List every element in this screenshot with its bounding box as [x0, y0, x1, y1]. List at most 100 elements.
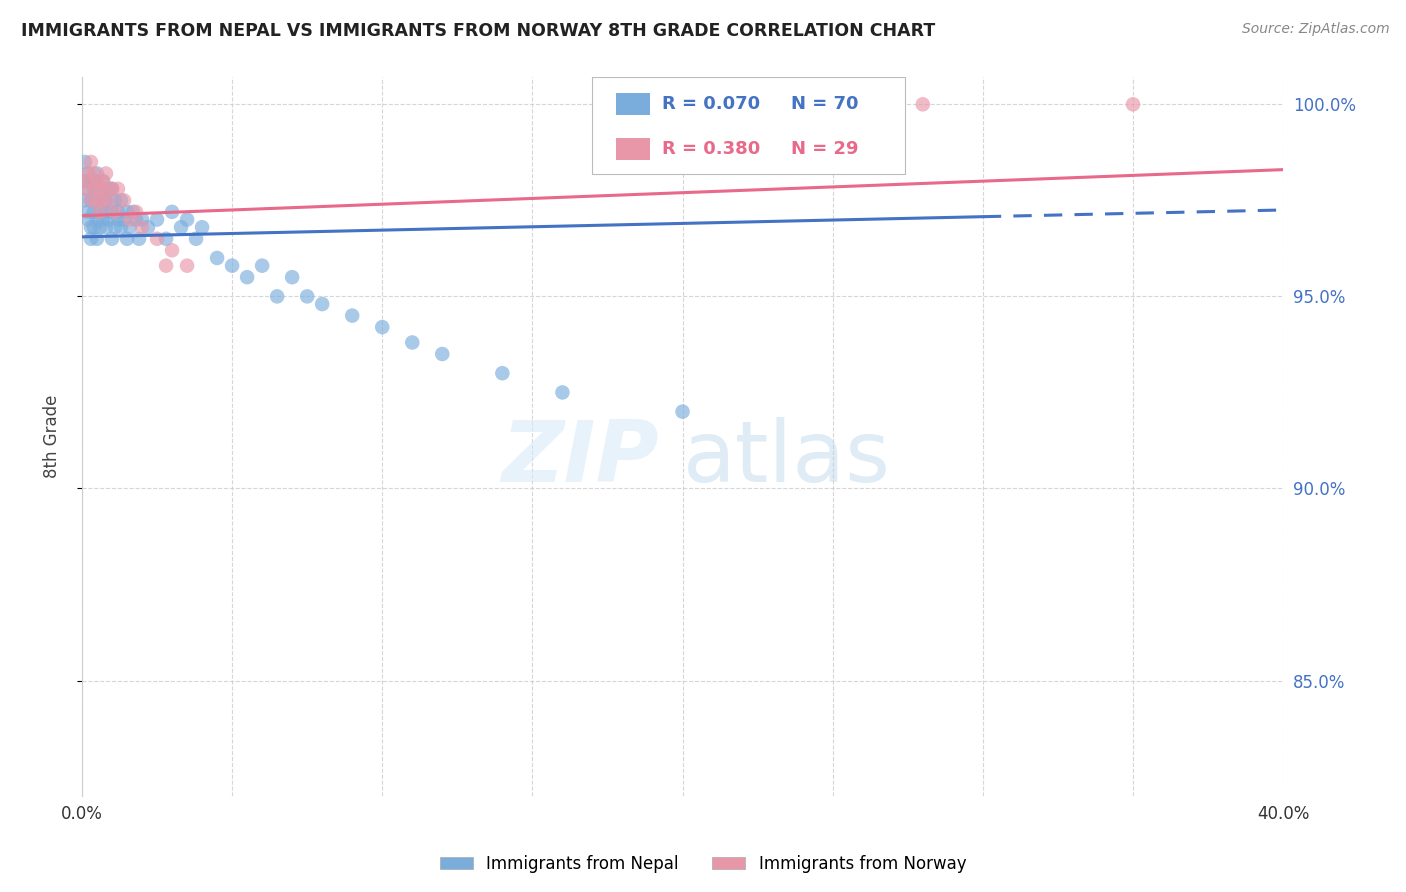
- Point: [80, 220, 103, 235]
- Point: [89, 205, 111, 219]
- Point: [77, 166, 100, 180]
- Point: [89, 182, 111, 196]
- Point: [371, 320, 394, 334]
- Text: N = 29: N = 29: [790, 140, 858, 158]
- Point: [77, 166, 100, 180]
- Point: [551, 385, 574, 400]
- Point: [94, 220, 117, 235]
- Point: [91, 174, 114, 188]
- Point: [80, 174, 103, 188]
- Point: [311, 297, 333, 311]
- Point: [80, 194, 103, 208]
- Point: [160, 244, 183, 258]
- Text: R = 0.070: R = 0.070: [662, 95, 761, 113]
- Point: [107, 212, 129, 227]
- Point: [83, 174, 105, 188]
- Point: [101, 205, 124, 219]
- Point: [155, 259, 177, 273]
- Point: [191, 220, 214, 235]
- Point: [1122, 97, 1144, 112]
- Point: [80, 155, 103, 169]
- Point: [101, 182, 124, 196]
- Point: [73, 155, 96, 169]
- Point: [77, 174, 100, 188]
- Legend: Immigrants from Nepal, Immigrants from Norway: Immigrants from Nepal, Immigrants from N…: [433, 848, 973, 880]
- Point: [131, 220, 153, 235]
- Point: [73, 194, 96, 208]
- Bar: [616, 138, 650, 160]
- Point: [98, 212, 121, 227]
- Point: [86, 174, 108, 188]
- Point: [170, 220, 193, 235]
- Point: [91, 194, 114, 208]
- Point: [98, 182, 121, 196]
- Point: [266, 289, 288, 303]
- Point: [83, 205, 105, 219]
- Point: [107, 182, 129, 196]
- Point: [107, 205, 129, 219]
- Point: [101, 232, 124, 246]
- Point: [101, 182, 124, 196]
- Bar: [616, 94, 650, 115]
- Text: ZIP: ZIP: [501, 417, 658, 500]
- Point: [104, 220, 127, 235]
- Point: [160, 205, 183, 219]
- Point: [86, 166, 108, 180]
- Point: [115, 205, 138, 219]
- Point: [83, 182, 105, 196]
- Point: [73, 182, 96, 196]
- Point: [401, 335, 423, 350]
- Point: [91, 174, 114, 188]
- Point: [91, 194, 114, 208]
- Point: [77, 212, 100, 227]
- Point: [94, 182, 117, 196]
- Point: [176, 259, 198, 273]
- Text: atlas: atlas: [682, 417, 890, 500]
- Point: [104, 194, 127, 208]
- Point: [94, 194, 117, 208]
- Point: [86, 194, 108, 208]
- Point: [89, 220, 111, 235]
- Text: Source: ZipAtlas.com: Source: ZipAtlas.com: [1241, 22, 1389, 37]
- Point: [86, 212, 108, 227]
- Point: [94, 205, 117, 219]
- Point: [250, 259, 273, 273]
- Point: [125, 205, 148, 219]
- Point: [83, 220, 105, 235]
- Point: [136, 220, 159, 235]
- Point: [342, 309, 364, 323]
- Point: [118, 220, 141, 235]
- Point: [491, 366, 513, 380]
- Point: [77, 205, 100, 219]
- Point: [83, 182, 105, 196]
- Point: [205, 251, 228, 265]
- Point: [281, 270, 304, 285]
- Point: [432, 347, 454, 361]
- Point: [86, 232, 108, 246]
- Point: [236, 270, 259, 285]
- Point: [112, 212, 135, 227]
- Text: R = 0.380: R = 0.380: [662, 140, 761, 158]
- Point: [94, 166, 117, 180]
- Point: [146, 232, 169, 246]
- Point: [112, 194, 135, 208]
- Point: [86, 194, 108, 208]
- Point: [671, 404, 693, 418]
- Point: [80, 232, 103, 246]
- Point: [115, 232, 138, 246]
- Point: [110, 194, 132, 208]
- Point: [184, 232, 207, 246]
- Point: [155, 232, 177, 246]
- Point: [89, 182, 111, 196]
- Point: [110, 220, 132, 235]
- FancyBboxPatch shape: [592, 78, 904, 175]
- Point: [176, 212, 198, 227]
- Point: [911, 97, 934, 112]
- Point: [125, 212, 148, 227]
- Point: [73, 174, 96, 188]
- Point: [91, 212, 114, 227]
- Point: [128, 232, 150, 246]
- Y-axis label: 8th Grade: 8th Grade: [44, 395, 60, 478]
- Point: [104, 205, 127, 219]
- Text: IMMIGRANTS FROM NEPAL VS IMMIGRANTS FROM NORWAY 8TH GRADE CORRELATION CHART: IMMIGRANTS FROM NEPAL VS IMMIGRANTS FROM…: [21, 22, 935, 40]
